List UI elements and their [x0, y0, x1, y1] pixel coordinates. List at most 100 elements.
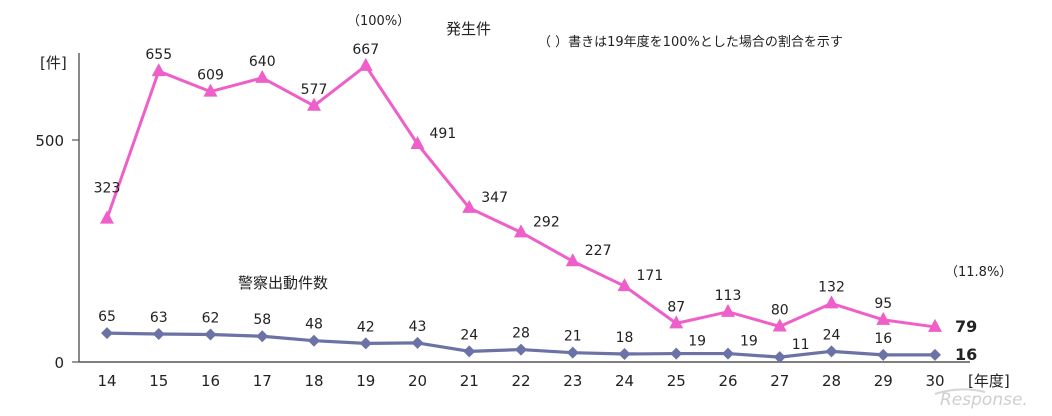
- diamond-marker: [773, 351, 786, 364]
- data-label: 43: [409, 319, 427, 335]
- data-label: 48: [305, 317, 323, 333]
- series-name-police: 警察出動件数: [238, 274, 328, 292]
- diamond-marker: [670, 347, 683, 360]
- triangle-marker: [565, 253, 580, 267]
- diamond-marker: [722, 347, 734, 360]
- x-tick-label: 22: [511, 372, 530, 390]
- x-tick-label: 25: [667, 372, 686, 390]
- x-tick-label: 29: [874, 372, 893, 390]
- note-text: （ ）書きは19年度を100%とした場合の割合を示す: [538, 34, 843, 50]
- data-label: 65: [98, 309, 116, 325]
- data-label: 640: [249, 54, 276, 70]
- data-label: 655: [145, 47, 172, 63]
- diamond-marker: [463, 345, 476, 358]
- data-label: 79: [955, 317, 977, 336]
- triangle-marker: [462, 199, 477, 213]
- triangle-marker: [617, 278, 632, 292]
- data-label: 132: [818, 279, 845, 295]
- data-label: 227: [585, 243, 612, 259]
- x-tick-label: 15: [149, 372, 168, 390]
- data-label: 16: [874, 331, 892, 347]
- data-label: 19: [740, 334, 758, 350]
- data-label: 80: [771, 302, 789, 318]
- data-label: 11: [792, 337, 810, 353]
- data-label: 347: [481, 190, 508, 206]
- x-tick-label: 26: [718, 372, 737, 390]
- data-label: 19: [688, 334, 706, 350]
- diamond-marker: [618, 348, 631, 361]
- x-tick-label: 20: [408, 372, 427, 390]
- diamond-marker: [308, 334, 320, 347]
- watermark-text: Response.: [940, 390, 1028, 410]
- diamond-marker: [101, 327, 113, 340]
- x-axis-unit: [年度]: [968, 372, 1010, 390]
- data-label: 292: [533, 214, 560, 230]
- series-police: 65 63 62 58 48 42 43 24 28 21 18 19 19 11 24 16 16: [98, 309, 977, 364]
- series-name-incidents: 発生件: [446, 20, 491, 38]
- data-label: 491: [430, 126, 457, 142]
- x-tick-label: 27: [770, 372, 789, 390]
- diamond-marker: [152, 328, 165, 341]
- x-ticks: 14 15 16 17 18 19 20 21 22 23 24 25 26 27 28 29 30: [97, 372, 944, 390]
- triangle-marker: [100, 210, 114, 224]
- data-label: 323: [94, 181, 121, 197]
- data-label: 42: [357, 319, 375, 335]
- diamond-marker: [929, 348, 941, 361]
- triangle-marker: [307, 97, 321, 111]
- data-label: 63: [150, 310, 168, 326]
- triangle-marker: [203, 83, 218, 97]
- y-axis-unit: [件]: [40, 54, 67, 72]
- data-label: 24: [823, 327, 841, 343]
- x-tick-label: 24: [615, 372, 634, 390]
- diamond-marker: [256, 330, 269, 343]
- triangle-marker: [669, 315, 684, 329]
- x-tick-label: 19: [356, 372, 375, 390]
- annotation-11-8pct: （11.8%）: [945, 265, 1012, 280]
- triangle-marker: [772, 318, 787, 332]
- triangle-marker: [824, 295, 839, 309]
- x-tick-label: 16: [201, 372, 220, 390]
- triangle-marker: [255, 69, 270, 83]
- x-tick-label: 14: [97, 372, 116, 390]
- axes: 0 500 [件] [年度]: [35, 53, 1010, 390]
- data-label: 28: [512, 326, 530, 342]
- data-label: 58: [253, 312, 271, 328]
- diamond-marker: [515, 343, 527, 356]
- y-tick-label: 0: [54, 354, 64, 372]
- x-tick-label: 21: [460, 372, 479, 390]
- triangle-marker: [721, 303, 735, 317]
- triangle-marker: [410, 135, 425, 149]
- watermark-logo: Response.: [934, 388, 1028, 410]
- x-tick-label: 17: [253, 372, 272, 390]
- triangle-marker: [876, 311, 891, 325]
- triangle-marker: [928, 318, 942, 332]
- data-label: 667: [352, 42, 379, 58]
- data-label: 62: [202, 310, 220, 326]
- triangle-marker: [514, 224, 528, 238]
- diamond-marker: [877, 348, 890, 361]
- data-label: 18: [616, 330, 634, 346]
- annotation-100pct: （100%）: [347, 14, 410, 29]
- data-label: 16: [955, 345, 977, 364]
- data-label: 21: [564, 329, 582, 345]
- diamond-marker: [204, 328, 217, 341]
- data-label: 609: [197, 68, 224, 84]
- diamond-marker: [359, 337, 372, 350]
- data-label: 95: [874, 296, 892, 312]
- x-tick-label: 28: [822, 372, 841, 390]
- data-label: 577: [301, 82, 328, 98]
- x-tick-label: 23: [563, 372, 582, 390]
- x-tick-label: 18: [304, 372, 323, 390]
- series-line: [105, 64, 936, 329]
- data-label: 87: [667, 299, 685, 315]
- data-label: 24: [460, 327, 478, 343]
- diamond-marker: [566, 346, 579, 359]
- y-tick-label: 500: [35, 132, 64, 150]
- data-label: 171: [637, 268, 664, 284]
- triangle-marker: [151, 63, 166, 77]
- x-tick-label: 30: [925, 372, 944, 390]
- data-label: 113: [715, 288, 742, 304]
- diamond-marker: [411, 336, 424, 349]
- triangle-marker: [358, 57, 373, 71]
